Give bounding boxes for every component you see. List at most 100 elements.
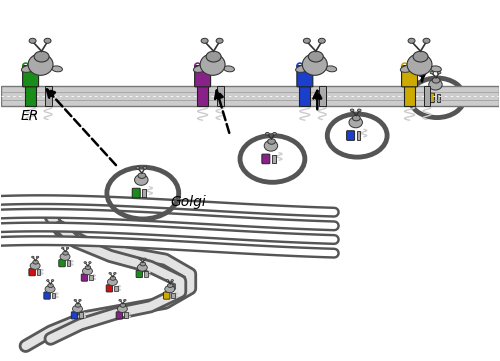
Circle shape <box>304 38 310 43</box>
Ellipse shape <box>326 66 336 72</box>
FancyBboxPatch shape <box>59 260 66 267</box>
FancyBboxPatch shape <box>164 292 170 299</box>
Ellipse shape <box>308 51 324 62</box>
Ellipse shape <box>52 66 62 72</box>
Circle shape <box>318 38 326 43</box>
FancyBboxPatch shape <box>22 66 38 87</box>
Ellipse shape <box>48 283 54 287</box>
Ellipse shape <box>30 262 40 269</box>
Circle shape <box>114 273 116 274</box>
Ellipse shape <box>164 286 174 293</box>
Ellipse shape <box>400 65 414 72</box>
FancyBboxPatch shape <box>142 189 146 197</box>
Ellipse shape <box>206 51 221 62</box>
Circle shape <box>266 132 269 135</box>
FancyBboxPatch shape <box>44 292 51 299</box>
FancyBboxPatch shape <box>319 86 326 106</box>
Ellipse shape <box>429 79 442 90</box>
FancyBboxPatch shape <box>216 86 224 106</box>
FancyBboxPatch shape <box>262 154 270 164</box>
Circle shape <box>32 256 34 258</box>
Ellipse shape <box>85 266 90 270</box>
Circle shape <box>46 279 49 281</box>
Circle shape <box>119 299 122 301</box>
Ellipse shape <box>118 305 128 313</box>
Circle shape <box>408 38 415 43</box>
FancyBboxPatch shape <box>29 269 35 276</box>
Ellipse shape <box>432 78 440 83</box>
FancyBboxPatch shape <box>194 66 210 87</box>
Text: Golgi: Golgi <box>170 195 206 209</box>
FancyBboxPatch shape <box>424 86 430 106</box>
Ellipse shape <box>60 253 70 260</box>
Circle shape <box>272 132 276 135</box>
Ellipse shape <box>22 65 35 72</box>
Circle shape <box>144 258 146 260</box>
Ellipse shape <box>413 51 428 62</box>
FancyBboxPatch shape <box>272 155 276 163</box>
Circle shape <box>88 262 91 264</box>
Circle shape <box>66 247 69 249</box>
Circle shape <box>29 38 36 43</box>
Circle shape <box>78 299 81 301</box>
FancyBboxPatch shape <box>44 86 52 106</box>
Ellipse shape <box>33 260 38 264</box>
FancyBboxPatch shape <box>136 270 142 278</box>
Circle shape <box>52 279 54 281</box>
FancyBboxPatch shape <box>67 260 70 266</box>
FancyBboxPatch shape <box>71 312 78 319</box>
FancyBboxPatch shape <box>106 285 112 292</box>
Ellipse shape <box>45 286 55 293</box>
Circle shape <box>109 273 112 274</box>
FancyBboxPatch shape <box>81 274 87 281</box>
Ellipse shape <box>140 262 145 266</box>
Circle shape <box>143 166 146 169</box>
Ellipse shape <box>28 54 53 75</box>
FancyBboxPatch shape <box>132 188 140 198</box>
FancyBboxPatch shape <box>357 131 360 140</box>
FancyBboxPatch shape <box>124 313 128 318</box>
Circle shape <box>358 109 361 112</box>
Ellipse shape <box>407 54 432 75</box>
FancyBboxPatch shape <box>25 86 36 106</box>
FancyBboxPatch shape <box>37 269 40 275</box>
FancyBboxPatch shape <box>297 66 313 87</box>
Ellipse shape <box>110 276 116 280</box>
FancyBboxPatch shape <box>116 312 122 319</box>
FancyBboxPatch shape <box>52 293 56 299</box>
Ellipse shape <box>268 139 276 144</box>
FancyBboxPatch shape <box>172 293 175 299</box>
Ellipse shape <box>63 251 68 255</box>
Ellipse shape <box>200 54 225 75</box>
Ellipse shape <box>75 303 80 307</box>
FancyBboxPatch shape <box>0 86 500 106</box>
Ellipse shape <box>34 51 49 62</box>
Circle shape <box>44 38 51 43</box>
FancyBboxPatch shape <box>89 275 93 280</box>
Ellipse shape <box>168 283 173 287</box>
FancyBboxPatch shape <box>300 86 310 106</box>
Circle shape <box>74 299 76 301</box>
FancyBboxPatch shape <box>436 94 440 102</box>
Circle shape <box>201 38 208 43</box>
Circle shape <box>350 109 354 112</box>
Text: ER: ER <box>20 109 39 123</box>
Ellipse shape <box>224 66 234 72</box>
Ellipse shape <box>72 305 83 313</box>
Circle shape <box>166 279 168 281</box>
Circle shape <box>216 38 223 43</box>
Circle shape <box>84 262 86 264</box>
Ellipse shape <box>296 65 309 72</box>
Circle shape <box>62 247 64 249</box>
FancyBboxPatch shape <box>402 66 417 87</box>
FancyBboxPatch shape <box>346 131 354 140</box>
Ellipse shape <box>352 115 360 121</box>
Ellipse shape <box>138 264 147 271</box>
FancyBboxPatch shape <box>404 86 415 106</box>
Ellipse shape <box>108 278 118 286</box>
Circle shape <box>171 279 173 281</box>
Circle shape <box>423 38 430 43</box>
Ellipse shape <box>134 174 148 185</box>
Circle shape <box>124 299 126 301</box>
Ellipse shape <box>82 268 92 275</box>
